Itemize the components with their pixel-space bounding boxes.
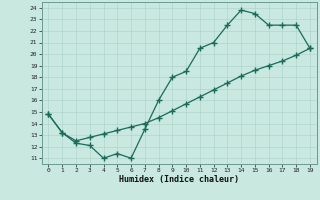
X-axis label: Humidex (Indice chaleur): Humidex (Indice chaleur) [119, 175, 239, 184]
